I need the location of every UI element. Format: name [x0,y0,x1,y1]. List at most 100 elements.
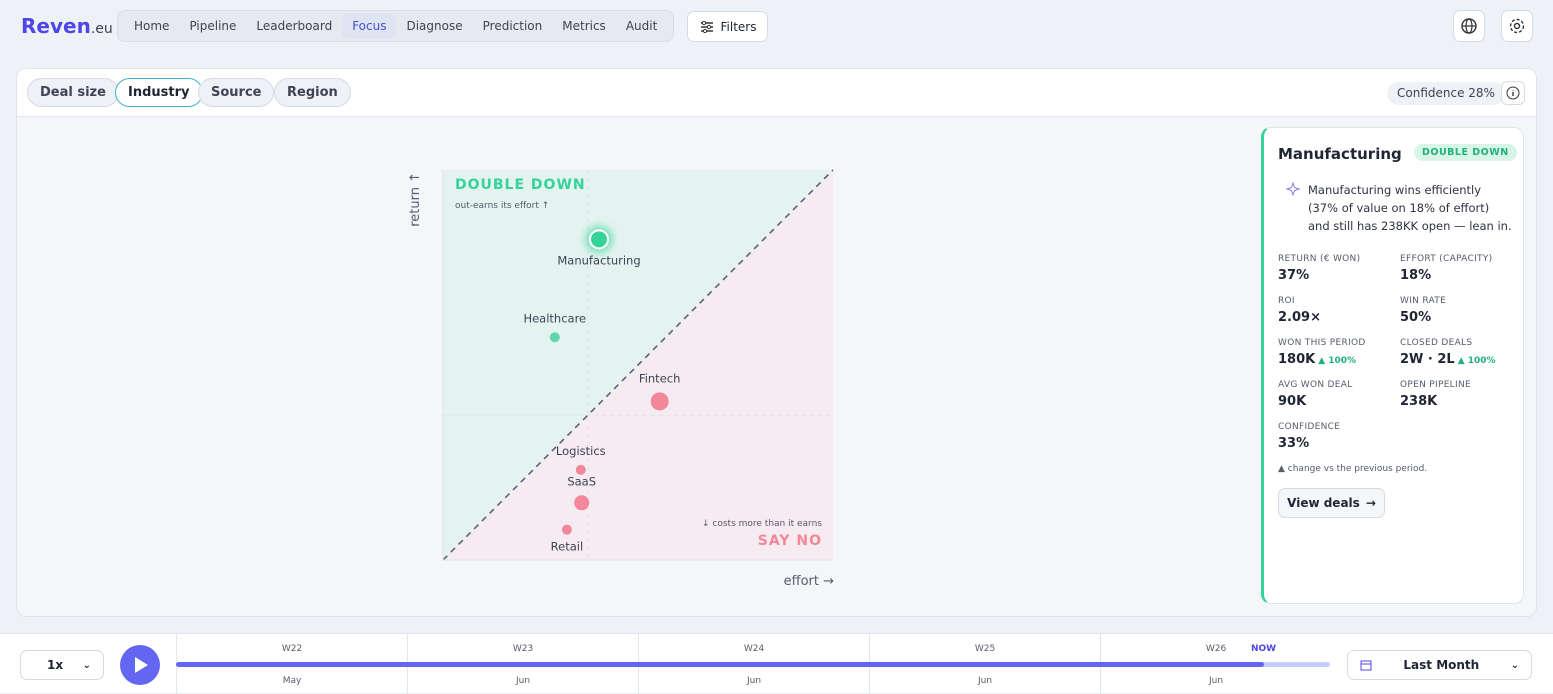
panel-footnote: ▲ change vs the previous period. [1278,464,1428,474]
y-axis-label: return ↑ [408,172,423,227]
bubble[interactable] [549,332,560,343]
metric-label: WIN RATE [1400,296,1447,306]
metric-value: 180K ▲ 100% [1278,352,1366,367]
metric: OPEN PIPELINE 238K [1400,380,1471,409]
sparkle-icon [1286,182,1300,196]
view-deals-button[interactable]: View deals → [1278,488,1385,518]
point-label: Fintech [639,371,680,385]
nav-item[interactable]: Prediction [482,19,543,33]
metric-label: EFFORT (CAPACITY) [1400,254,1493,264]
panel-note: Manufacturing wins efficiently (37% of v… [1308,183,1512,233]
bubble[interactable] [650,392,669,411]
metric-label: AVG WON DEAL [1278,380,1353,390]
metric: CONFIDENCE 33% [1278,422,1340,451]
metric-number: 90K [1278,394,1307,409]
month-label: May [282,676,302,686]
info-button[interactable] [1501,81,1525,105]
point-label: Retail [551,540,584,554]
play-button[interactable] [120,645,160,685]
nav-item[interactable]: Focus [342,13,397,39]
panel-title: Manufacturing [1278,145,1402,163]
metric-number: 180K [1278,352,1316,367]
info-icon [1506,86,1520,100]
gear-icon [1509,18,1525,34]
bubble[interactable] [575,464,586,475]
detail-panel: Manufacturing DOUBLE DOWN Manufacturing … [1261,127,1524,604]
brand[interactable]: Reven.eu [21,14,113,38]
metric-value: 50% [1400,310,1446,325]
bubble[interactable] [589,229,609,250]
metric-label: CONFIDENCE [1278,422,1341,432]
brand-suffix: .eu [90,21,113,37]
bubble[interactable] [574,495,590,511]
nav-item[interactable]: Home [134,19,170,33]
week-label: W23 [512,644,534,654]
confidence-pill: Confidence 28% [1387,82,1505,105]
x-axis-label: effort → [784,574,834,589]
arrow-icon: → [1365,496,1376,510]
quadrant-title: DOUBLE DOWN [455,177,586,193]
metric-value: 2W · 2L ▲ 100% [1400,352,1496,367]
metric-number: 50% [1400,310,1432,325]
metric-value: 2.09× [1278,310,1321,325]
globe-icon [1461,18,1477,34]
range-select[interactable]: Last Month ⌄ [1347,650,1532,680]
metric-label: ROI [1278,296,1295,306]
view-deals-label: View deals [1287,496,1360,510]
nav-item[interactable]: Metrics [562,19,606,33]
metric-number: 238K [1400,394,1438,409]
nav-item[interactable]: Leaderboard [256,19,333,33]
metric-value: 238K [1400,394,1471,409]
range-label: Last Month [1403,658,1480,672]
nav-item[interactable]: Audit [625,19,658,33]
track-progress [176,662,1264,667]
nav-item[interactable]: Pipeline [189,19,237,33]
week-label: W22 [281,644,303,654]
point-label: Healthcare [523,311,586,325]
tab[interactable]: Source [198,78,275,107]
metric-value: 90K [1278,394,1353,409]
calendar-icon [1360,660,1372,671]
week-label: W26 [1205,644,1227,654]
chevron: ⌄ [1510,659,1519,671]
language-button[interactable] [1453,10,1485,42]
quadrant-note: out-earns its effort ↑ [455,201,549,211]
speed-select[interactable]: 1x ⌄ [20,650,104,680]
filters-icon [700,20,713,33]
nav-item[interactable]: Diagnose [406,19,463,33]
metric: EFFORT (CAPACITY) 18% [1400,254,1492,283]
metric-number: 37% [1278,268,1310,283]
metric: RETURN (€ WON) 37% [1278,254,1360,283]
metric-label: CLOSED DEALS [1400,338,1473,348]
metric: AVG WON DEAL 90K [1278,380,1353,409]
quadrant-chart: DOUBLE DOWN out-earns its effort ↑ ↓ costs… [408,169,834,589]
filters-button[interactable]: Filters [687,11,768,42]
quadrant-note: ↓ costs more than it earns [702,519,822,529]
quadrant-title: SAY NO [758,533,822,549]
metric-number: 2W · 2L [1400,352,1455,367]
tab[interactable]: Industry [115,78,203,107]
month-label: Jun [515,676,531,686]
metric: WIN RATE 50% [1400,296,1446,325]
chevron: ⌄ [82,659,91,671]
settings-button[interactable] [1501,10,1533,42]
play-icon [135,657,148,673]
bubble[interactable] [561,524,572,535]
nav-bar: Home Pipeline Leaderboard Focus Diagnose Pred… [117,10,675,42]
month-label: Jun [977,676,993,686]
metric-label: OPEN PIPELINE [1400,380,1471,390]
filters-label: Filters [720,19,757,34]
metric-number: 18% [1400,268,1432,283]
now-label: NOW [1251,644,1277,654]
metric: WON THIS PERIOD 180K ▲ 100% [1278,338,1366,367]
metric-number: 33% [1278,436,1310,451]
metric-label: WON THIS PERIOD [1278,338,1366,348]
timeline: 1x ⌄ W22 May W23 Jun W24 Jun W25 Jun W26 Jun NOW L… [0,633,1553,694]
point-label: Manufacturing [557,253,640,267]
week-label: W24 [743,644,765,654]
month-label: Jun [1208,676,1224,686]
metric-value: 37% [1278,268,1360,283]
speed-label: 1x [47,658,64,672]
tab[interactable]: Region [274,78,351,107]
